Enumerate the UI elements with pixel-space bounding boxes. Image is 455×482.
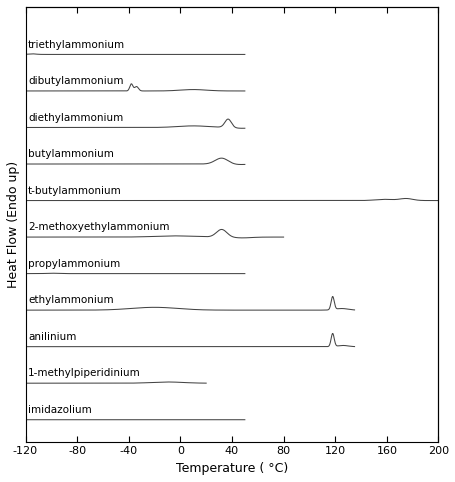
Y-axis label: Heat Flow (Endo up): Heat Flow (Endo up) — [7, 161, 20, 288]
Text: propylammonium: propylammonium — [28, 259, 120, 269]
Text: 2-methoxyethylammonium: 2-methoxyethylammonium — [28, 222, 169, 232]
Text: imidazolium: imidazolium — [28, 405, 91, 415]
Text: 1-methylpiperidinium: 1-methylpiperidinium — [28, 368, 141, 378]
Text: ethylammonium: ethylammonium — [28, 295, 113, 306]
Text: diethylammonium: diethylammonium — [28, 113, 123, 123]
Text: dibutylammonium: dibutylammonium — [28, 76, 123, 86]
Text: t-butylammonium: t-butylammonium — [28, 186, 121, 196]
Text: anilinium: anilinium — [28, 332, 76, 342]
Text: triethylammonium: triethylammonium — [28, 40, 125, 50]
X-axis label: Temperature ( °C): Temperature ( °C) — [176, 462, 288, 475]
Text: butylammonium: butylammonium — [28, 149, 114, 159]
